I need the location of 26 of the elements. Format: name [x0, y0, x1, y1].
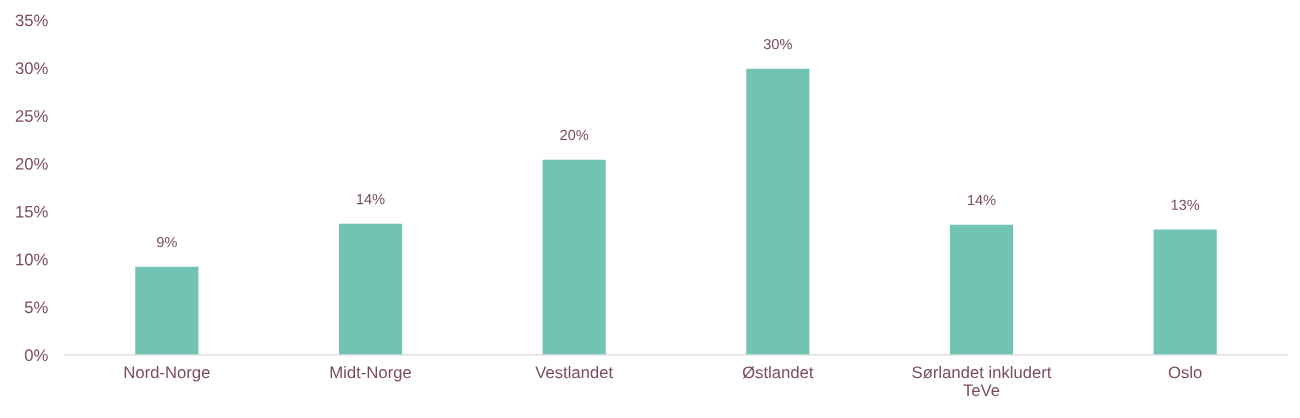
data-label: 30%	[763, 38, 792, 50]
x-tick-label: Vestlandet	[535, 365, 613, 379]
data-label: 14%	[357, 194, 385, 205]
x-tick-label: Nord-Norge	[124, 365, 210, 382]
x-tick-label: Østlandet	[742, 365, 814, 379]
x-tick-label: Oslo	[1168, 365, 1202, 379]
bar	[949, 224, 1014, 355]
bar	[542, 159, 606, 355]
y-tick-label: 35%	[15, 14, 48, 27]
y-tick-label: 5%	[24, 301, 48, 314]
y-tick-label: 10%	[16, 253, 48, 266]
data-label: 9%	[156, 237, 177, 248]
bar	[135, 266, 199, 355]
y-tick-label: 0%	[24, 349, 48, 362]
y-tick-label: 25%	[15, 110, 48, 122]
y-tick-label: 15%	[16, 205, 48, 218]
y-tick-label: 20%	[15, 157, 48, 170]
x-tick-label: Sørlandet inkludert TeVe	[912, 365, 1052, 397]
x-tick-label: Midt-Norge	[330, 365, 411, 382]
y-tick-label: 30%	[15, 62, 48, 75]
bar	[1153, 229, 1217, 355]
bar	[338, 223, 403, 355]
data-label: 20%	[560, 129, 589, 141]
data-label: 13%	[1171, 199, 1200, 211]
bar	[746, 68, 810, 355]
data-label: 14%	[968, 194, 996, 206]
